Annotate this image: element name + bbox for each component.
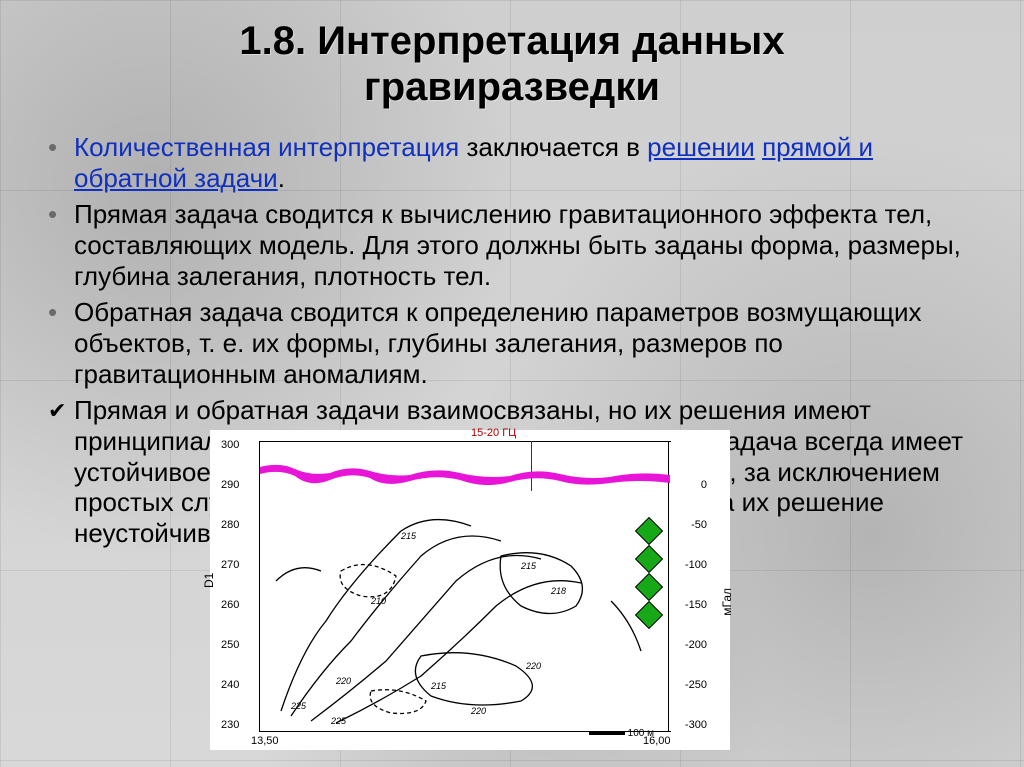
axis-top — [259, 441, 671, 442]
link-resheniya[interactable]: решении — [647, 132, 755, 162]
text — [755, 132, 762, 162]
ytick-left: 270 — [221, 559, 239, 571]
ytick-right: -200 — [685, 639, 707, 651]
ytick-left: 230 — [221, 719, 239, 731]
ytick-left: 240 — [221, 679, 239, 691]
contour-label: 218 — [551, 586, 566, 596]
contour-label: 220 — [336, 676, 351, 686]
y-axis-right-label: мГал — [720, 588, 734, 616]
ytick-left: 280 — [221, 519, 239, 531]
xtick: 13,50 — [251, 735, 279, 747]
ytick-left: 290 — [221, 479, 239, 491]
title-line-2: гравиразведки — [364, 65, 660, 109]
ytick-right: 0 — [701, 479, 707, 491]
text: заключается в — [459, 132, 647, 162]
ytick-left: 260 — [221, 599, 239, 611]
text: . — [278, 163, 285, 193]
ytick-left: 250 — [221, 639, 239, 651]
contour-label: 215 — [401, 531, 416, 541]
anomaly-curve — [260, 459, 670, 485]
contour-map: 225 220 215 210 218 215 220 215 220 225 — [271, 501, 661, 726]
diamond-icon — [635, 573, 663, 601]
contour-label: 215 — [431, 681, 446, 691]
ytick-left: 300 — [221, 439, 239, 451]
contour-label: 225 — [291, 701, 306, 711]
diamond-icon — [635, 601, 663, 629]
bullet-3: Обратная задача сводится к определению п… — [40, 297, 984, 389]
gravity-chart: 15-20 ГЦ 300 290 280 270 260 250 240 230 0 -50 -1… — [210, 430, 730, 750]
ytick-right: -150 — [685, 599, 707, 611]
ytick-right: -50 — [691, 519, 707, 531]
bullet-1: Количественная интерпретация заключается… — [40, 132, 984, 193]
term-highlight: Количественная интерпретация — [74, 132, 459, 162]
slide-title: 1.8. Интерпретация данных гравиразведки — [40, 18, 984, 110]
title-line-1: 1.8. Интерпретация данных — [239, 19, 784, 63]
scale-bar: 100 м — [589, 728, 654, 739]
contour-label: 225 — [331, 716, 346, 726]
contour-label: 210 — [371, 596, 386, 606]
y-axis-left-label: D1 — [202, 573, 216, 588]
bullet-2: Прямая задача сводится к вычислению грав… — [40, 199, 984, 291]
ytick-right: -300 — [685, 719, 707, 731]
diamond-icon — [635, 545, 663, 573]
contour-label: 220 — [526, 661, 541, 671]
contour-label: 220 — [471, 706, 486, 716]
ytick-right: -250 — [685, 679, 707, 691]
legend-diamonds — [639, 521, 659, 633]
contour-label: 215 — [521, 561, 536, 571]
ytick-right: -100 — [685, 559, 707, 571]
chart-top-label: 15-20 ГЦ — [471, 427, 516, 439]
scale-label: 100 м — [628, 728, 654, 739]
diamond-icon — [635, 517, 663, 545]
